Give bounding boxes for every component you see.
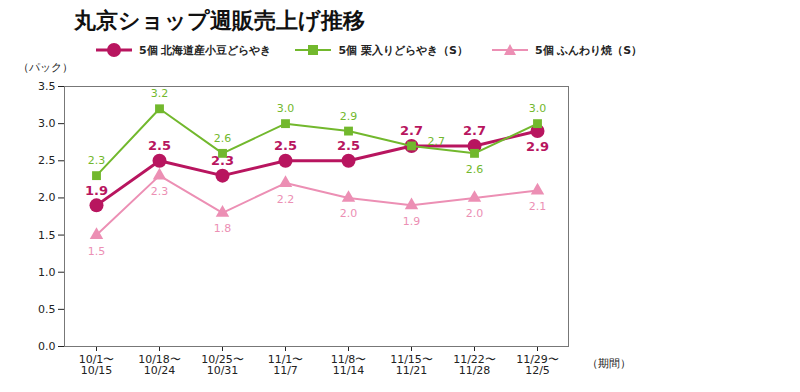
svg-text:2.2: 2.2: [277, 193, 295, 206]
svg-text:（期間）: （期間）: [587, 357, 631, 370]
svg-text:（パック）: （パック）: [18, 61, 73, 74]
svg-text:11/1〜11/7: 11/1〜11/7: [268, 353, 304, 377]
svg-text:2.3: 2.3: [88, 154, 106, 167]
svg-text:2.6: 2.6: [214, 132, 232, 145]
html-text:5個 北海道産小豆どらやき: 5個 北海道産小豆どらやき: [139, 43, 272, 57]
svg-text:2.6: 2.6: [466, 163, 484, 176]
svg-text:1.0: 1.0: [38, 266, 56, 279]
svg-text:1.8: 1.8: [214, 222, 232, 235]
svg-text:3.0: 3.0: [529, 102, 547, 115]
svg-text:10/18〜10/24: 10/18〜10/24: [138, 353, 181, 377]
svg-text:11/29〜12/5: 11/29〜12/5: [516, 353, 559, 377]
svg-text:10/25〜10/31: 10/25〜10/31: [201, 353, 244, 377]
svg-text:2.5: 2.5: [337, 138, 360, 153]
svg-text:2.1: 2.1: [529, 200, 547, 213]
svg-text:11/15〜11/21: 11/15〜11/21: [390, 353, 433, 377]
html-text:5個 ふんわり焼（S）: 5個 ふんわり焼（S）: [534, 43, 643, 57]
svg-text:10/1〜10/15: 10/1〜10/15: [79, 353, 115, 377]
svg-text:2.9: 2.9: [526, 139, 549, 154]
svg-text:2.7: 2.7: [463, 123, 486, 138]
svg-text:2.5: 2.5: [38, 154, 56, 167]
svg-text:2.7: 2.7: [428, 135, 446, 148]
svg-text:3.0: 3.0: [277, 102, 295, 115]
svg-text:0.5: 0.5: [38, 303, 56, 316]
svg-text:3.5: 3.5: [38, 80, 56, 93]
svg-text:1.5: 1.5: [38, 229, 56, 242]
svg-text:1.5: 1.5: [88, 245, 106, 258]
svg-text:0.0: 0.0: [38, 340, 56, 353]
svg-text:2.9: 2.9: [340, 110, 358, 123]
svg-text:1.9: 1.9: [403, 215, 421, 228]
svg-text:2.7: 2.7: [400, 123, 423, 138]
svg-text:11/8〜11/14: 11/8〜11/14: [331, 353, 367, 377]
svg-text:3.2: 3.2: [151, 87, 169, 100]
html-text:丸京ショップ週販売上げ推移: 丸京ショップ週販売上げ推移: [74, 8, 365, 33]
svg-text:2.0: 2.0: [38, 191, 56, 204]
svg-text:2.5: 2.5: [274, 138, 297, 153]
svg-text:2.3: 2.3: [151, 185, 169, 198]
svg-text:2.0: 2.0: [340, 207, 358, 220]
svg-text:2.5: 2.5: [148, 138, 171, 153]
svg-text:3.0: 3.0: [38, 117, 56, 130]
svg-text:2.0: 2.0: [466, 207, 484, 220]
svg-text:1.9: 1.9: [85, 183, 108, 198]
svg-text:11/22〜11/28: 11/22〜11/28: [453, 353, 496, 377]
html-text:5個 栗入りどらやき（S）: 5個 栗入りどらやき（S）: [338, 43, 468, 57]
svg-text:2.3: 2.3: [211, 152, 234, 168]
